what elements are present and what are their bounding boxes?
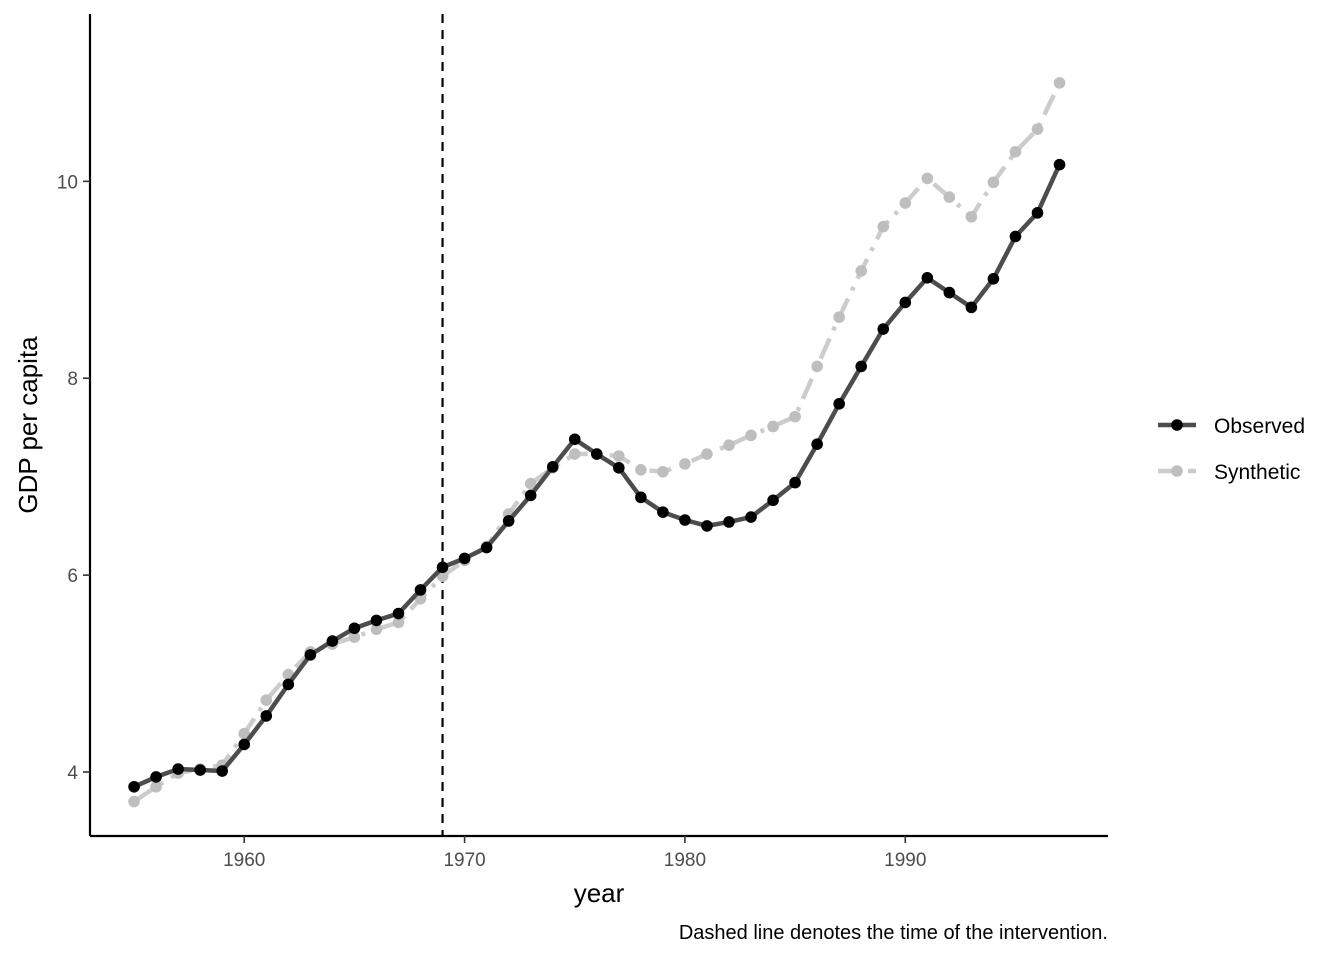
observed-point	[635, 491, 647, 504]
x-axis-ticks: 1960 1970 1980 1990	[223, 836, 926, 871]
observed-point	[899, 296, 912, 309]
synthetic-point	[238, 727, 251, 740]
y-tick-label: 10	[57, 172, 78, 193]
synthetic-point	[370, 623, 383, 636]
synthetic-point	[811, 360, 823, 373]
observed-point	[524, 489, 537, 502]
synthetic-point	[833, 311, 845, 324]
observed-point	[679, 514, 691, 526]
legend-key-point	[1171, 419, 1183, 431]
synthetic-point	[767, 420, 779, 433]
synthetic-point	[943, 191, 956, 203]
observed-point	[546, 461, 559, 473]
synthetic-point	[899, 197, 912, 209]
synthetic-point	[701, 448, 713, 460]
observed-point	[458, 552, 471, 565]
synthetic-point	[635, 463, 647, 476]
observed-point	[480, 541, 493, 554]
observed-point	[789, 476, 801, 489]
synthetic-point	[679, 458, 691, 470]
x-axis-title: year	[574, 878, 625, 908]
chart-caption: Dashed line denotes the time of the inte…	[679, 922, 1108, 944]
observed-point	[282, 678, 295, 691]
synthetic-point	[789, 410, 801, 423]
observed-point	[568, 433, 581, 446]
synthetic-point	[392, 616, 405, 629]
legend: Observed Synthetic	[1158, 415, 1305, 484]
observed-point	[194, 764, 206, 776]
synthetic-point	[260, 694, 273, 706]
synthetic-point	[745, 429, 757, 442]
observed-point	[414, 584, 427, 596]
observed-point	[833, 398, 845, 410]
synthetic-point	[657, 465, 669, 478]
observed-point	[370, 614, 383, 627]
y-axis-title: GDP per capita	[13, 336, 43, 514]
observed-point	[943, 286, 956, 299]
plot-area	[128, 14, 1066, 836]
observed-point	[502, 515, 515, 527]
synthetic-point	[723, 439, 735, 451]
observed-point	[987, 273, 1000, 285]
observed-point	[745, 511, 757, 523]
y-tick-label: 4	[67, 763, 78, 784]
synthetic-point	[150, 780, 162, 793]
observed-point	[436, 561, 449, 574]
series-observed	[128, 158, 1066, 793]
synthetic-point	[921, 172, 934, 185]
observed-point	[767, 494, 779, 507]
synthetic-point	[877, 220, 890, 233]
observed-point	[392, 607, 405, 620]
synthetic-point	[524, 477, 537, 490]
observed-point	[172, 763, 184, 775]
synthetic-point	[987, 176, 1000, 189]
legend-item-synthetic: Synthetic	[1158, 461, 1300, 484]
observed-point	[701, 520, 713, 532]
observed-point	[921, 272, 934, 284]
synthetic-point	[128, 795, 140, 808]
y-tick-label: 6	[67, 566, 78, 587]
observed-point	[811, 438, 823, 450]
x-tick-label: 1970	[443, 850, 485, 871]
legend-key-point	[1171, 465, 1183, 477]
synthetic-point	[855, 265, 868, 277]
observed-point	[657, 506, 669, 518]
observed-point	[216, 765, 229, 777]
synthetic-point	[568, 448, 581, 460]
synthetic-point	[348, 631, 361, 643]
observed-point	[965, 301, 978, 314]
legend-label: Observed	[1214, 415, 1305, 438]
x-tick-label: 1960	[223, 850, 265, 871]
synthetic-point	[1009, 146, 1022, 158]
observed-point	[304, 649, 317, 661]
synthetic-point	[1031, 123, 1044, 135]
observed-point	[1009, 230, 1022, 243]
observed-point	[326, 635, 339, 647]
observed-point	[590, 448, 603, 460]
observed-point	[1053, 158, 1066, 171]
x-tick-label: 1980	[664, 850, 706, 871]
y-tick-label: 8	[67, 369, 78, 390]
observed-point	[150, 771, 162, 783]
observed-point	[855, 360, 868, 373]
observed-point	[613, 462, 625, 474]
observed-point	[128, 780, 140, 793]
synthetic-point	[965, 210, 978, 223]
observed-point	[260, 710, 273, 722]
observed-point	[1031, 207, 1044, 219]
observed-point	[877, 323, 890, 335]
observed-point	[238, 738, 251, 751]
legend-label: Synthetic	[1214, 461, 1300, 484]
observed-point	[348, 622, 361, 635]
synthetic-point	[613, 450, 625, 462]
synthetic-point	[1053, 77, 1066, 89]
y-axis-ticks: 4 6 8 10	[57, 172, 90, 784]
x-tick-label: 1990	[884, 850, 926, 871]
legend-item-observed: Observed	[1158, 415, 1305, 438]
observed-point	[723, 516, 735, 528]
